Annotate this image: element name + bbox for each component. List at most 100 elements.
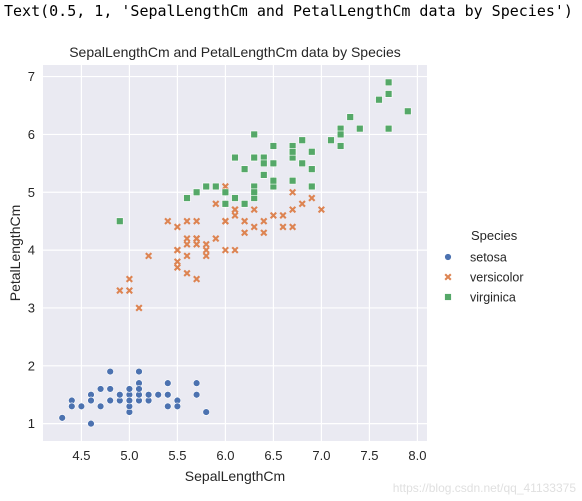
- data-point-virginica: [269, 176, 278, 185]
- data-point-setosa: [135, 367, 143, 376]
- data-point-versicolor: [193, 217, 201, 225]
- data-point-versicolor: [173, 246, 181, 254]
- data-point-versicolor: [193, 240, 201, 248]
- y-tick-label: 3: [28, 300, 35, 315]
- x-tick-label: 5.0: [120, 448, 138, 463]
- data-point-versicolor: [164, 217, 172, 225]
- data-point-versicolor: [279, 223, 287, 231]
- data-point-versicolor: [260, 229, 268, 237]
- data-point-versicolor: [183, 234, 191, 243]
- x-axis-label: SepalLengthCm: [185, 468, 285, 484]
- legend-marker-virginica: [444, 293, 452, 301]
- data-point-virginica: [356, 124, 364, 133]
- data-point-virginica: [308, 148, 316, 156]
- data-point-versicolor: [231, 246, 239, 254]
- data-point-setosa: [125, 385, 134, 393]
- data-point-virginica: [250, 130, 258, 139]
- data-point-virginica: [327, 136, 335, 144]
- data-point-versicolor: [202, 252, 210, 260]
- data-point-virginica: [250, 188, 258, 196]
- data-point-virginica: [336, 142, 345, 150]
- y-axis-label: PetalLengthCm: [7, 205, 23, 302]
- legend-label-setosa: setosa: [470, 251, 507, 265]
- data-point-virginica: [384, 124, 393, 133]
- data-point-versicolor: [298, 200, 306, 208]
- data-point-setosa: [164, 391, 172, 399]
- data-point-setosa: [116, 391, 124, 399]
- data-point-versicolor: [212, 200, 220, 208]
- data-point-virginica: [231, 194, 239, 202]
- data-point-virginica: [308, 182, 316, 191]
- cell-output-text: Text(0.5, 1, 'SepalLengthCm and PetalLen…: [4, 2, 573, 20]
- data-point-setosa: [68, 402, 76, 410]
- data-point-versicolor: [145, 252, 153, 260]
- data-point-versicolor: [260, 217, 268, 225]
- data-point-versicolor: [193, 275, 201, 283]
- data-point-versicolor: [231, 211, 239, 219]
- data-point-versicolor: [125, 287, 133, 295]
- data-point-versicolor: [202, 240, 210, 248]
- data-point-virginica: [298, 159, 306, 168]
- x-tick-label: 7.5: [360, 448, 378, 463]
- legend-marker-setosa: [444, 253, 452, 261]
- data-point-setosa: [192, 391, 201, 399]
- data-point-virginica: [221, 188, 230, 196]
- data-point-versicolor: [221, 217, 229, 225]
- data-point-versicolor: [289, 223, 297, 231]
- y-tick-label: 4: [28, 243, 35, 258]
- data-point-setosa: [164, 379, 172, 387]
- data-point-setosa: [173, 402, 182, 410]
- data-point-versicolor: [241, 229, 249, 237]
- data-point-versicolor: [221, 246, 229, 254]
- data-point-virginica: [288, 148, 297, 156]
- data-point-virginica: [384, 90, 393, 98]
- legend-marker-versicolor: [444, 273, 452, 281]
- grid-lines: [43, 65, 427, 441]
- y-tick-label: 2: [28, 358, 35, 373]
- x-tick-label: 7.0: [312, 448, 330, 463]
- legend-label-versicolor: versicolor: [470, 271, 524, 285]
- data-point-versicolor: [289, 206, 297, 214]
- data-point-versicolor: [231, 206, 239, 214]
- data-point-setosa: [125, 396, 134, 405]
- data-point-virginica: [384, 78, 393, 87]
- data-point-versicolor: [183, 240, 191, 248]
- y-tick-label: 5: [28, 185, 35, 200]
- data-point-virginica: [336, 130, 345, 139]
- data-point-versicolor: [250, 206, 258, 214]
- data-point-versicolor: [173, 223, 181, 231]
- x-tick-label: 6.0: [216, 448, 234, 463]
- data-point-virginica: [260, 159, 268, 168]
- data-point-setosa: [202, 408, 210, 416]
- data-point-versicolor: [173, 258, 181, 266]
- data-point-setosa: [154, 391, 162, 399]
- data-point-virginica: [269, 159, 278, 168]
- data-point-setosa: [58, 414, 66, 422]
- data-point-virginica: [250, 153, 258, 162]
- data-point-virginica: [298, 136, 306, 144]
- data-point-virginica: [116, 217, 124, 225]
- data-point-versicolor: [317, 206, 325, 214]
- x-tick-label: 5.5: [168, 448, 186, 463]
- y-tick-label: 7: [28, 69, 35, 84]
- data-point-setosa: [106, 385, 114, 393]
- axis-ticks: 4.5 5.0 5.5 6.0 6.5 7.0 7.5 8.0 1 2 3 4 5 6 7: [28, 69, 427, 463]
- data-point-virginica: [212, 182, 220, 191]
- data-point-setosa: [106, 396, 114, 405]
- data-point-virginica: [308, 165, 316, 173]
- data-point-versicolor: [269, 211, 277, 219]
- data-point-versicolor: [135, 304, 143, 312]
- data-point-virginica: [375, 96, 383, 104]
- data-point-setosa: [96, 402, 105, 410]
- data-point-virginica: [404, 107, 412, 115]
- data-point-versicolor: [289, 188, 297, 196]
- x-tick-label: 6.5: [264, 448, 282, 463]
- data-point-virginica: [202, 182, 210, 191]
- data-point-setosa: [87, 419, 95, 428]
- y-tick-label: 1: [28, 416, 35, 431]
- data-point-versicolor: [241, 217, 249, 225]
- data-point-virginica: [269, 142, 278, 150]
- data-point-virginica: [221, 200, 230, 208]
- data-point-setosa: [77, 402, 86, 410]
